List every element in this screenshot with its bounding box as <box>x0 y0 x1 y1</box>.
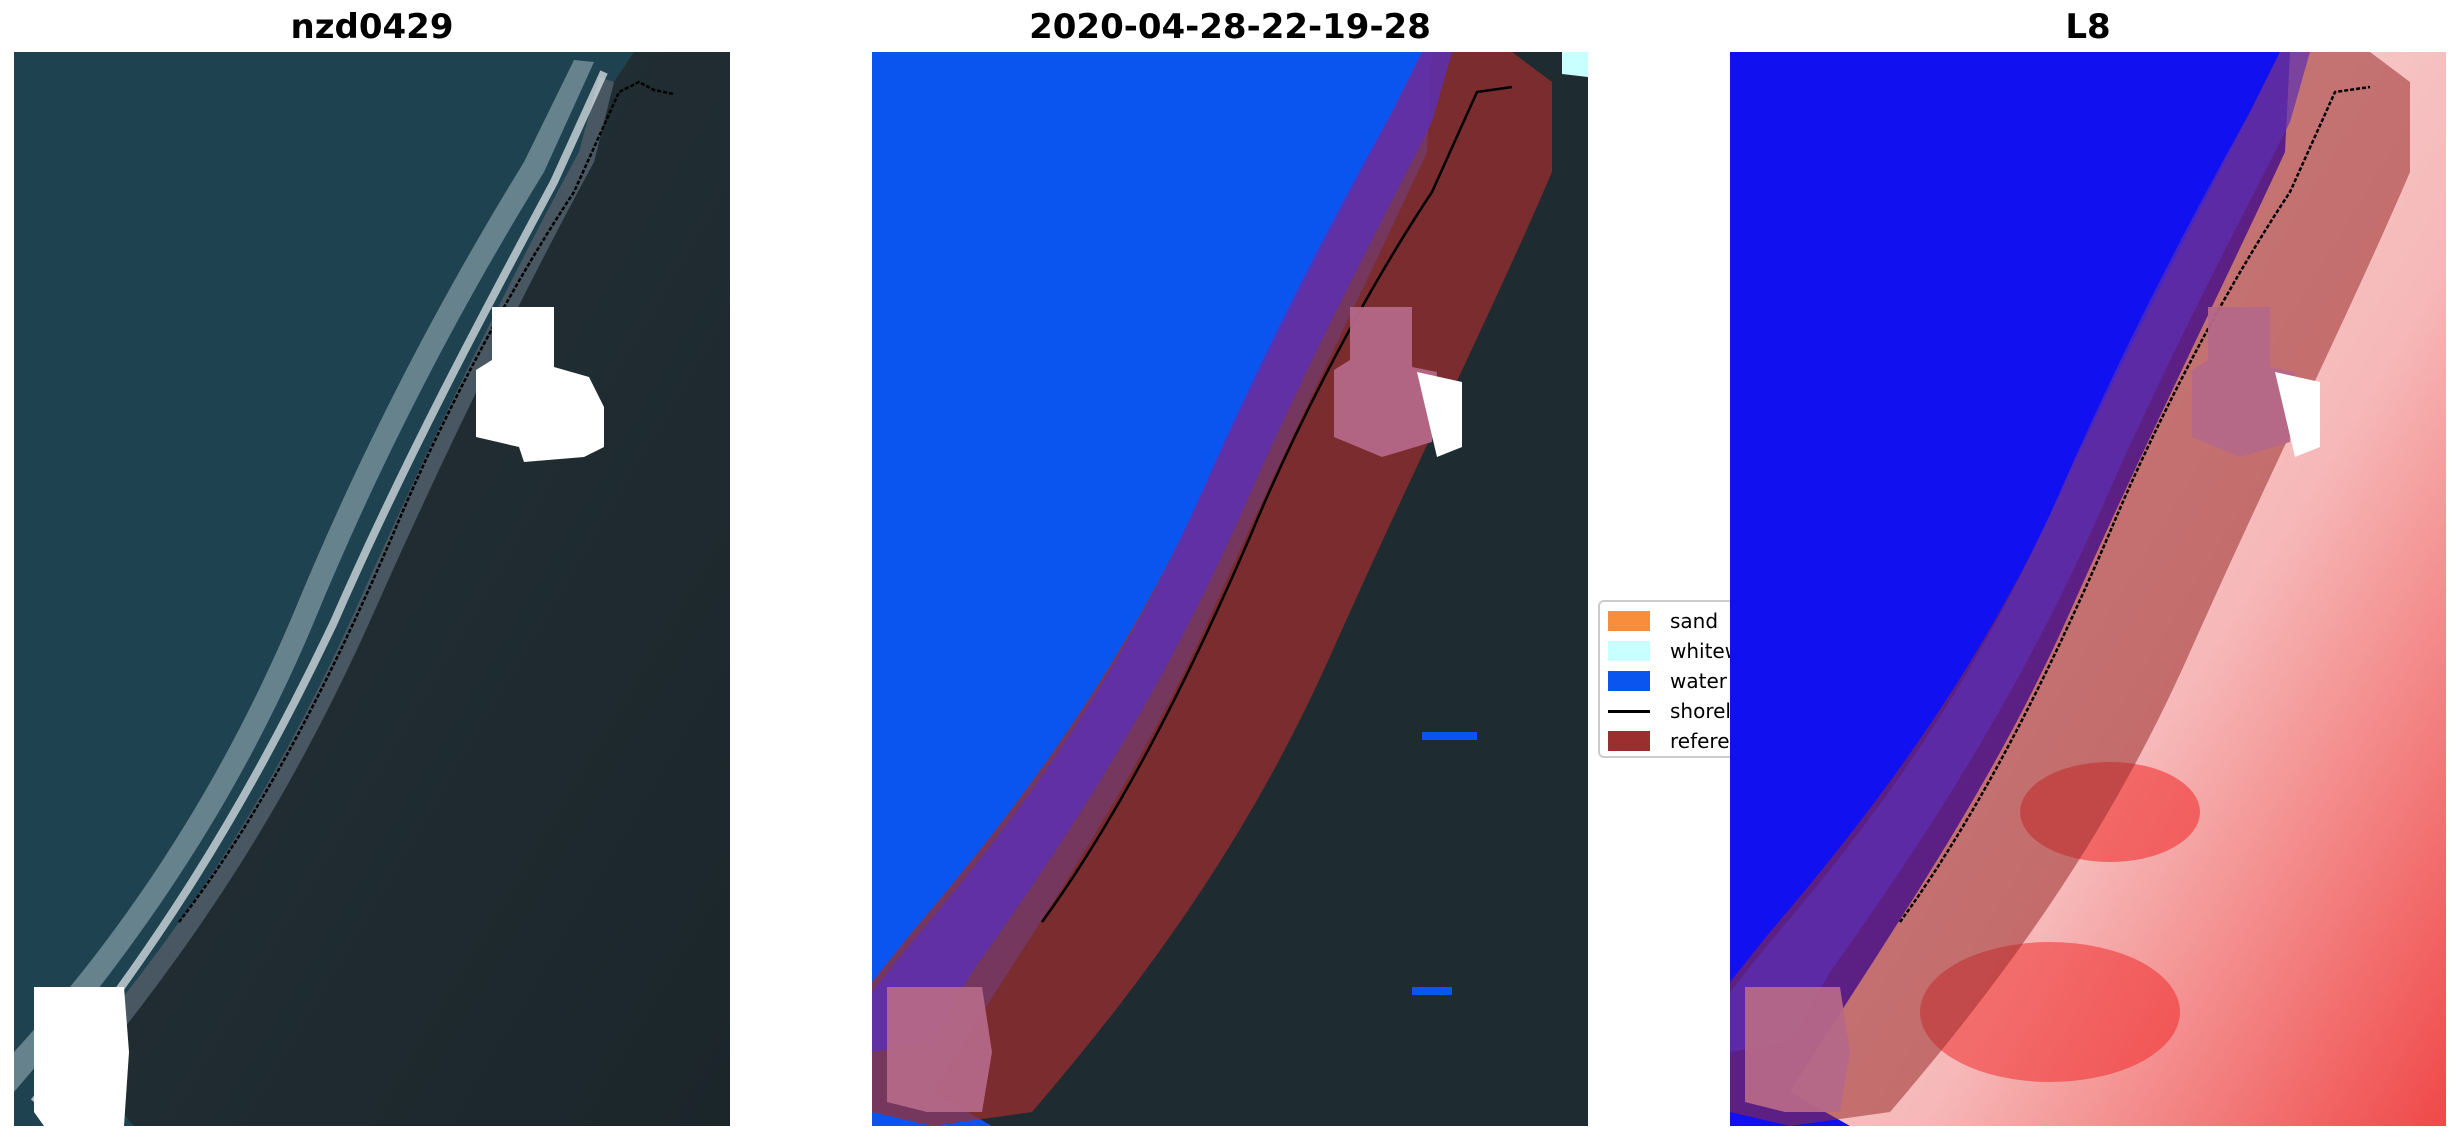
legend-swatch-water <box>1608 671 1650 691</box>
legend-item-sand: sand <box>1608 608 1718 634</box>
panel-title-classified: 2020-04-28-22-19-28 <box>1029 7 1431 47</box>
cloud-mask-overlay-lower <box>887 987 992 1112</box>
legend-line-shoreline <box>1608 709 1650 713</box>
shoreline-line <box>178 80 675 923</box>
legend-item-shoreline: shoreline <box>1608 698 1736 724</box>
cloud-mask-overlay-lower <box>1745 987 1850 1112</box>
legend-label: shoreline <box>1670 699 1736 723</box>
land-area <box>89 52 730 1126</box>
cloud-mask-upper <box>476 307 604 462</box>
surf-zone <box>14 60 594 1092</box>
legend-swatch-reference <box>1608 731 1650 751</box>
legend-swatch-whitewater <box>1608 641 1650 661</box>
legend-label: water <box>1670 669 1727 693</box>
rgb-image-panel <box>14 52 730 1126</box>
cloud-mask-upper <box>2275 372 2320 457</box>
legend-label: sand <box>1670 609 1719 633</box>
whitewater-class-patch <box>1562 52 1588 77</box>
cloud-mask-overlay-upper <box>2192 307 2295 457</box>
cloud-mask-lower <box>34 987 129 1126</box>
shoreline-line <box>1040 85 1513 923</box>
legend-item-reference: reference <box>1608 728 1736 754</box>
legend-label: reference <box>1670 729 1736 753</box>
cloud-mask-overlay-upper <box>1334 307 1437 457</box>
water-in-buffer <box>872 52 1452 1052</box>
panel-title-rgb: nzd0429 <box>290 7 454 47</box>
whitewater-band <box>30 70 608 1105</box>
panel-title-index: L8 <box>2065 7 2111 47</box>
cloud-mask-upper <box>1417 372 1462 457</box>
water-class-patch <box>1422 732 1477 740</box>
water-class-patch <box>1412 987 1452 995</box>
legend-item-water: water <box>1608 668 1727 694</box>
shoreline-line <box>1898 85 2371 923</box>
water-in-buffer <box>1730 52 2310 1052</box>
index-image-panel <box>1730 52 2446 1126</box>
legend-swatch-sand <box>1608 611 1650 631</box>
classified-image-panel <box>872 52 1588 1126</box>
